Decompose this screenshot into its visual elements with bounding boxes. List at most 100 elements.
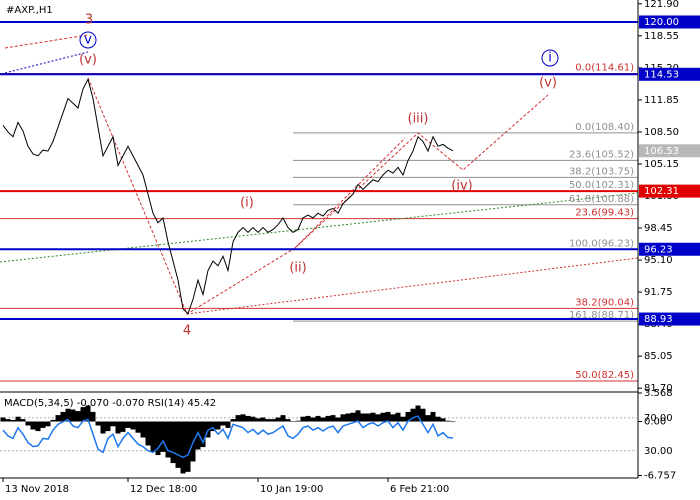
y-tick-label: 91.75 <box>644 287 673 298</box>
x-tick-label: 6 Feb 21:00 <box>390 484 449 495</box>
y-tick-label: 108.50 <box>644 127 679 138</box>
macd-bar <box>200 421 206 448</box>
chart-title: #AXP.,H1 <box>6 5 53 16</box>
macd-bar <box>335 417 341 422</box>
price-label-box <box>639 144 700 158</box>
macd-bar <box>60 411 66 422</box>
y-tick-label: 111.85 <box>644 95 679 106</box>
macd-bar <box>275 417 281 422</box>
macd-bar <box>115 421 121 434</box>
macd-bar <box>405 411 411 422</box>
fib-label: 0.0(108.40) <box>575 122 634 133</box>
macd-bar <box>420 408 426 422</box>
macd-bar <box>210 421 216 432</box>
trend-line <box>0 192 639 263</box>
wave-label: i <box>548 51 552 66</box>
y-tick-label: 118.55 <box>644 31 679 42</box>
price-label: 106.53 <box>644 146 679 157</box>
macd-bar <box>370 412 376 422</box>
macd-bar <box>15 416 21 422</box>
macd-bar <box>10 419 16 422</box>
macd-bar <box>360 413 366 422</box>
fib-label: 38.2(90.04) <box>575 297 634 308</box>
wave-label: (v) <box>539 76 557 91</box>
macd-bar <box>145 421 151 446</box>
fib-label: 50.0(102.31) <box>569 180 634 191</box>
macd-bar <box>410 408 416 422</box>
macd-bar <box>395 412 401 422</box>
macd-bar <box>45 421 51 427</box>
macd-bar <box>295 420 301 422</box>
macd-bar <box>170 421 176 464</box>
macd-bar <box>280 415 286 422</box>
y-tick-label: 30.00 <box>644 446 673 457</box>
macd-bar <box>110 421 116 427</box>
macd-bar <box>345 413 351 422</box>
price-label-box <box>639 184 700 198</box>
macd-bar <box>5 419 11 422</box>
wave-line <box>4 34 89 49</box>
macd-bar <box>65 408 71 422</box>
fib-label: 38.2(103.75) <box>569 166 634 177</box>
macd-bar <box>265 419 271 422</box>
macd-bar <box>320 417 326 422</box>
x-tick-label: 12 Dec 18:00 <box>130 484 197 495</box>
fib-label: 0.0(114.61) <box>575 63 634 74</box>
macd-bar <box>440 418 446 422</box>
macd-bar <box>390 414 396 422</box>
macd-bar <box>70 409 76 422</box>
macd-bar <box>175 421 181 468</box>
macd-bar <box>435 416 441 422</box>
macd-bar <box>80 407 86 422</box>
macd-bar <box>155 421 161 456</box>
macd-bar <box>50 419 56 422</box>
macd-bar <box>350 412 356 422</box>
y-tick-label: 105.15 <box>644 159 679 170</box>
wave-label: (iii) <box>408 112 429 127</box>
macd-bar <box>315 415 321 422</box>
macd-bar <box>55 415 61 422</box>
macd-bar <box>225 421 231 428</box>
y-tick-label: 70.00 <box>644 413 673 424</box>
x-tick-label: 10 Jan 19:00 <box>260 484 323 495</box>
y-tick-label: 95.10 <box>644 255 673 266</box>
macd-bar <box>150 421 156 452</box>
fib-label: 61.8(100.88) <box>569 194 634 205</box>
macd-bar <box>430 411 436 422</box>
rsi-line <box>2 415 454 459</box>
channel-line <box>294 137 406 249</box>
macd-bar <box>400 416 406 422</box>
macd-bar <box>20 419 26 422</box>
macd-bar <box>90 411 96 422</box>
macd-bar <box>385 411 391 422</box>
macd-bar <box>215 421 221 430</box>
macd-bar <box>75 411 81 422</box>
macd-bar <box>245 415 251 422</box>
macd-bar <box>310 417 316 422</box>
macd-bar <box>95 421 101 426</box>
macd-bar <box>85 405 91 422</box>
wave-label: (v) <box>79 53 97 68</box>
macd-bar <box>365 413 371 422</box>
macd-bar <box>445 420 451 422</box>
macd-bar <box>355 410 361 422</box>
macd-bar <box>330 415 336 422</box>
macd-bar <box>290 421 296 423</box>
wave-circle <box>541 49 559 67</box>
wave-label: 4 <box>183 324 191 339</box>
fib-label: 23.6(99.43) <box>575 208 634 219</box>
price-label: 96.23 <box>644 244 673 255</box>
macd-bar <box>100 421 106 434</box>
macd-bar <box>195 421 201 450</box>
macd-bar <box>35 421 41 432</box>
macd-bar <box>165 421 171 458</box>
macd-bar <box>260 417 266 422</box>
macd-bar <box>180 421 186 474</box>
macd-bar <box>270 419 276 422</box>
y-tick-label: 121.90 <box>644 0 679 10</box>
y-tick-label: -6.757 <box>644 471 676 482</box>
wave-label: (i) <box>240 196 254 211</box>
macd-bar <box>40 421 46 428</box>
price-label-box <box>639 312 700 326</box>
